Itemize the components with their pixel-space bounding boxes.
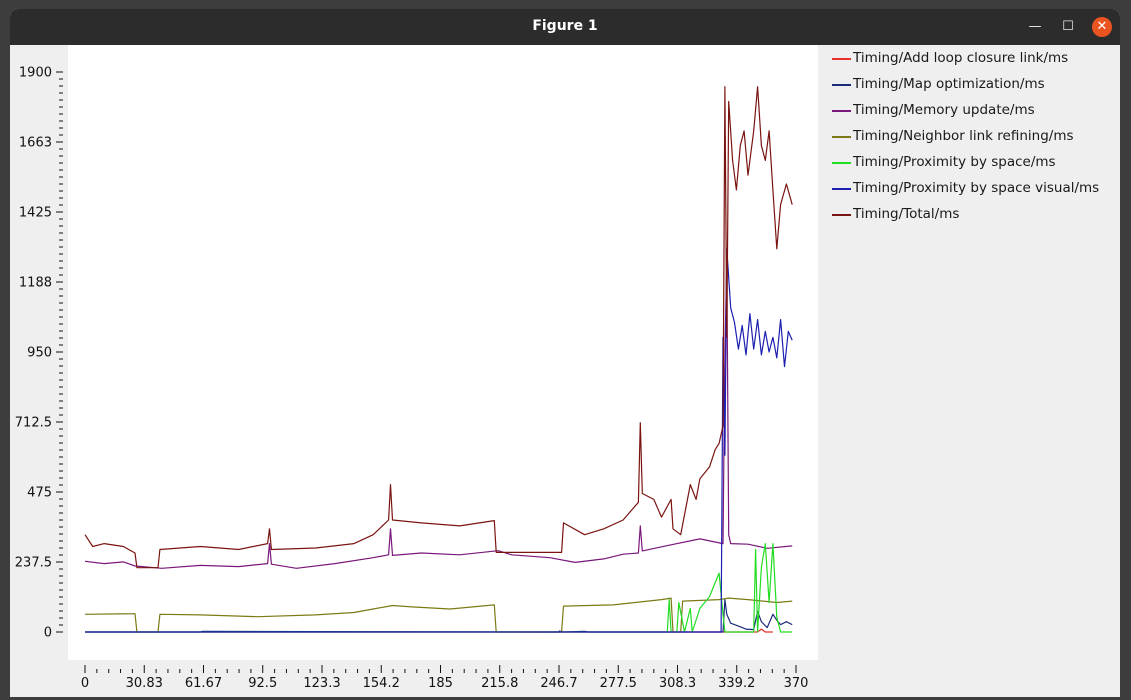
legend-item[interactable]: Timing/Map optimization/ms bbox=[832, 75, 1120, 101]
x-tick-label: 61.67 bbox=[185, 676, 222, 691]
x-tick-label: 215.8 bbox=[481, 676, 518, 691]
legend-swatch bbox=[832, 214, 851, 216]
series-line-6 bbox=[85, 248, 793, 633]
x-tick-label: 92.5 bbox=[248, 676, 277, 691]
legend-label: Timing/Add loop closure link/ms bbox=[853, 50, 1069, 66]
y-tick-label: 0 bbox=[44, 626, 52, 641]
legend-swatch bbox=[832, 188, 851, 190]
x-tick-label: 370 bbox=[784, 676, 809, 691]
legend-swatch bbox=[832, 136, 851, 138]
legend-swatch bbox=[832, 84, 851, 86]
minimize-icon[interactable]: — bbox=[1028, 19, 1042, 34]
legend-label: Timing/Map optimization/ms bbox=[853, 76, 1045, 92]
y-tick-label: 1900 bbox=[19, 66, 52, 81]
series-line-7 bbox=[84, 86, 793, 569]
x-tick-label: 123.3 bbox=[303, 676, 340, 691]
line-chart: 0 237.5 475 712.5 950 1188 1425 1663 1900 0 30.83 6… bbox=[15, 66, 809, 692]
legend-label: Timing/Proximity by space/ms bbox=[853, 154, 1056, 170]
title-bar[interactable]: Figure 1 — ☐ ✕ bbox=[10, 9, 1120, 45]
legend-label: Timing/Memory update/ms bbox=[853, 102, 1035, 118]
plot-area-background bbox=[68, 45, 818, 660]
x-tick-label: 0 bbox=[81, 676, 89, 691]
maximize-icon[interactable]: ☐ bbox=[1062, 19, 1074, 34]
x-tick-label: 246.7 bbox=[540, 676, 577, 691]
series-line-3 bbox=[84, 263, 793, 569]
close-icon[interactable]: ✕ bbox=[1092, 17, 1112, 37]
legend-item[interactable]: Timing/Proximity by space visual/ms bbox=[832, 179, 1120, 205]
y-tick-label: 475 bbox=[27, 486, 52, 501]
chart-legend: Timing/Add loop closure link/ms Timing/Ma… bbox=[832, 49, 1120, 231]
x-tick-label: 339.2 bbox=[718, 676, 755, 691]
legend-item[interactable]: Timing/Total/ms bbox=[832, 205, 1120, 231]
window-title: Figure 1 bbox=[532, 18, 598, 34]
legend-swatch bbox=[832, 162, 851, 164]
legend-item[interactable]: Timing/Proximity by space/ms bbox=[832, 153, 1120, 179]
legend-swatch bbox=[832, 110, 851, 112]
legend-label: Timing/Total/ms bbox=[853, 206, 960, 222]
y-tick-label: 950 bbox=[27, 346, 52, 361]
legend-swatch bbox=[832, 58, 851, 60]
legend-label: Timing/Neighbor link refining/ms bbox=[853, 128, 1074, 144]
y-tick-label: 1425 bbox=[19, 206, 52, 221]
x-tick-label: 308.3 bbox=[659, 676, 696, 691]
legend-item[interactable]: Timing/Add loop closure link/ms bbox=[832, 49, 1120, 75]
legend-label: Timing/Proximity by space visual/ms bbox=[853, 180, 1100, 196]
legend-item[interactable]: Timing/Memory update/ms bbox=[832, 101, 1120, 127]
x-tick-label: 30.83 bbox=[126, 676, 163, 691]
y-tick-label: 1188 bbox=[19, 276, 52, 291]
legend-item[interactable]: Timing/Neighbor link refining/ms bbox=[832, 127, 1120, 153]
y-tick-label: 1663 bbox=[19, 136, 52, 151]
y-tick-label: 712.5 bbox=[15, 416, 52, 431]
series-line-5 bbox=[85, 542, 793, 633]
y-tick-label: 237.5 bbox=[15, 556, 52, 571]
x-tick-label: 185 bbox=[428, 676, 453, 691]
x-tick-label: 154.2 bbox=[363, 676, 400, 691]
figure-window: Figure 1 — ☐ ✕ 0 237.5 475 712.5 950 1188 1425… bbox=[10, 9, 1120, 697]
x-tick-label: 277.5 bbox=[600, 676, 637, 691]
